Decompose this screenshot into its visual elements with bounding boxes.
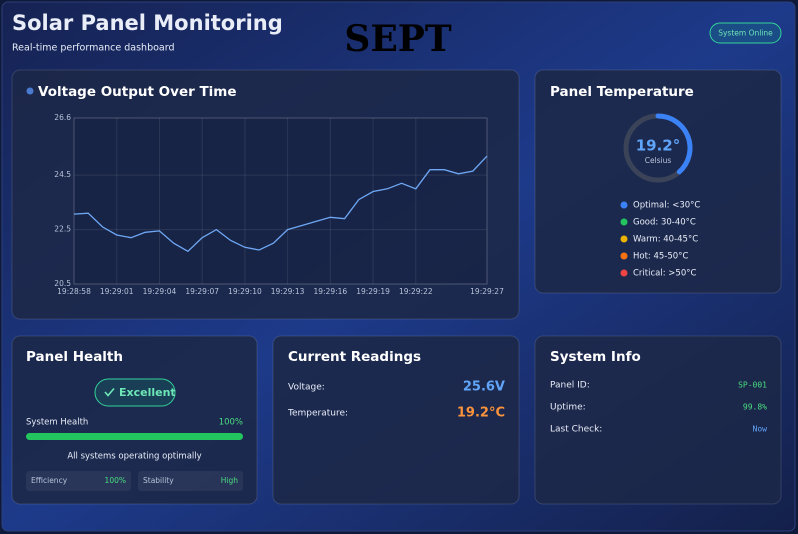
health-title: Panel Health [26,349,123,365]
legend-dot [620,235,628,243]
voltage-line [73,155,488,253]
info-value: SP-001 [738,381,767,390]
legend-label: Warm: 40-45°C [633,235,698,245]
y-tick-label: 24.5 [54,170,71,179]
status-text: System Online [718,29,773,38]
x-tick-label: 19:28:58 [57,287,91,296]
gauge-arc [655,113,693,175]
page-title: Solar Panel Monitoring [12,11,283,35]
info-value: Now [753,425,768,434]
chart-card [11,69,520,320]
status-badge [709,22,782,44]
stat-label: Efficiency [31,476,68,485]
stat-box [138,471,243,491]
gauge-value: 19.2° [636,137,681,155]
info-label: Last Check: [550,425,602,435]
chart-title: Voltage Output Over Time [38,84,237,100]
readings-card [272,335,520,505]
legend-dot [620,269,628,277]
stat-label: Stability [143,476,174,485]
x-tick-label: 19:29:16 [314,287,348,296]
check-icon [104,387,115,397]
reading-value: 25.6V [463,380,505,395]
y-tick-label: 20.5 [54,279,71,288]
stat-value: High [221,476,238,485]
x-tick-label: 19:29:04 [143,287,177,296]
legend-label: Critical: >50°C [633,269,696,279]
reading-label: Voltage: [288,383,325,393]
health-badge [94,378,176,407]
info-label: Panel ID: [550,381,590,391]
x-tick-label: 19:29:22 [399,287,433,296]
title-dot [26,87,34,95]
progress-fill [26,433,243,440]
legend-label: Optimal: <30°C [633,201,700,211]
info-title: System Info [550,349,641,365]
temperature-title: Panel Temperature [550,84,694,100]
info-label: Uptime: [550,403,586,413]
x-tick-label: 19:29:01 [100,287,134,296]
health-card [11,335,258,505]
stat-box [26,471,131,491]
health-message: All systems operating optimally [67,452,201,462]
x-tick-label: 19:29:13 [271,287,305,296]
x-tick-label: 19:29:10 [228,287,262,296]
health-status: Excellent [119,386,176,399]
legend-dot [620,218,628,226]
logo: SEPT [344,18,452,60]
info-card [534,335,782,505]
legend-dot [620,201,628,209]
y-tick-label: 26.6 [54,113,71,122]
plot-area [73,117,488,285]
legend-label: Good: 30-40°C [633,218,696,228]
readings-title: Current Readings [288,349,421,365]
legend-dot [620,252,628,260]
page-subtitle: Real-time performance dashboard [12,43,175,54]
legend-label: Hot: 45-50°C [633,252,688,262]
metric-value: 100% [219,418,243,428]
x-tick-label: 19:29:07 [185,287,219,296]
info-value: 99.8% [743,403,767,412]
metric-label: System Health [26,418,88,428]
gauge-unit: Celsius [645,156,672,165]
x-tick-label: 19:29:19 [356,287,390,296]
reading-label: Temperature: [287,409,348,419]
x-tick-label: 19:29:27 [470,287,504,296]
stat-value: 100% [105,476,126,485]
y-tick-label: 22.5 [54,225,71,234]
reading-value: 19.2°C [457,406,505,421]
